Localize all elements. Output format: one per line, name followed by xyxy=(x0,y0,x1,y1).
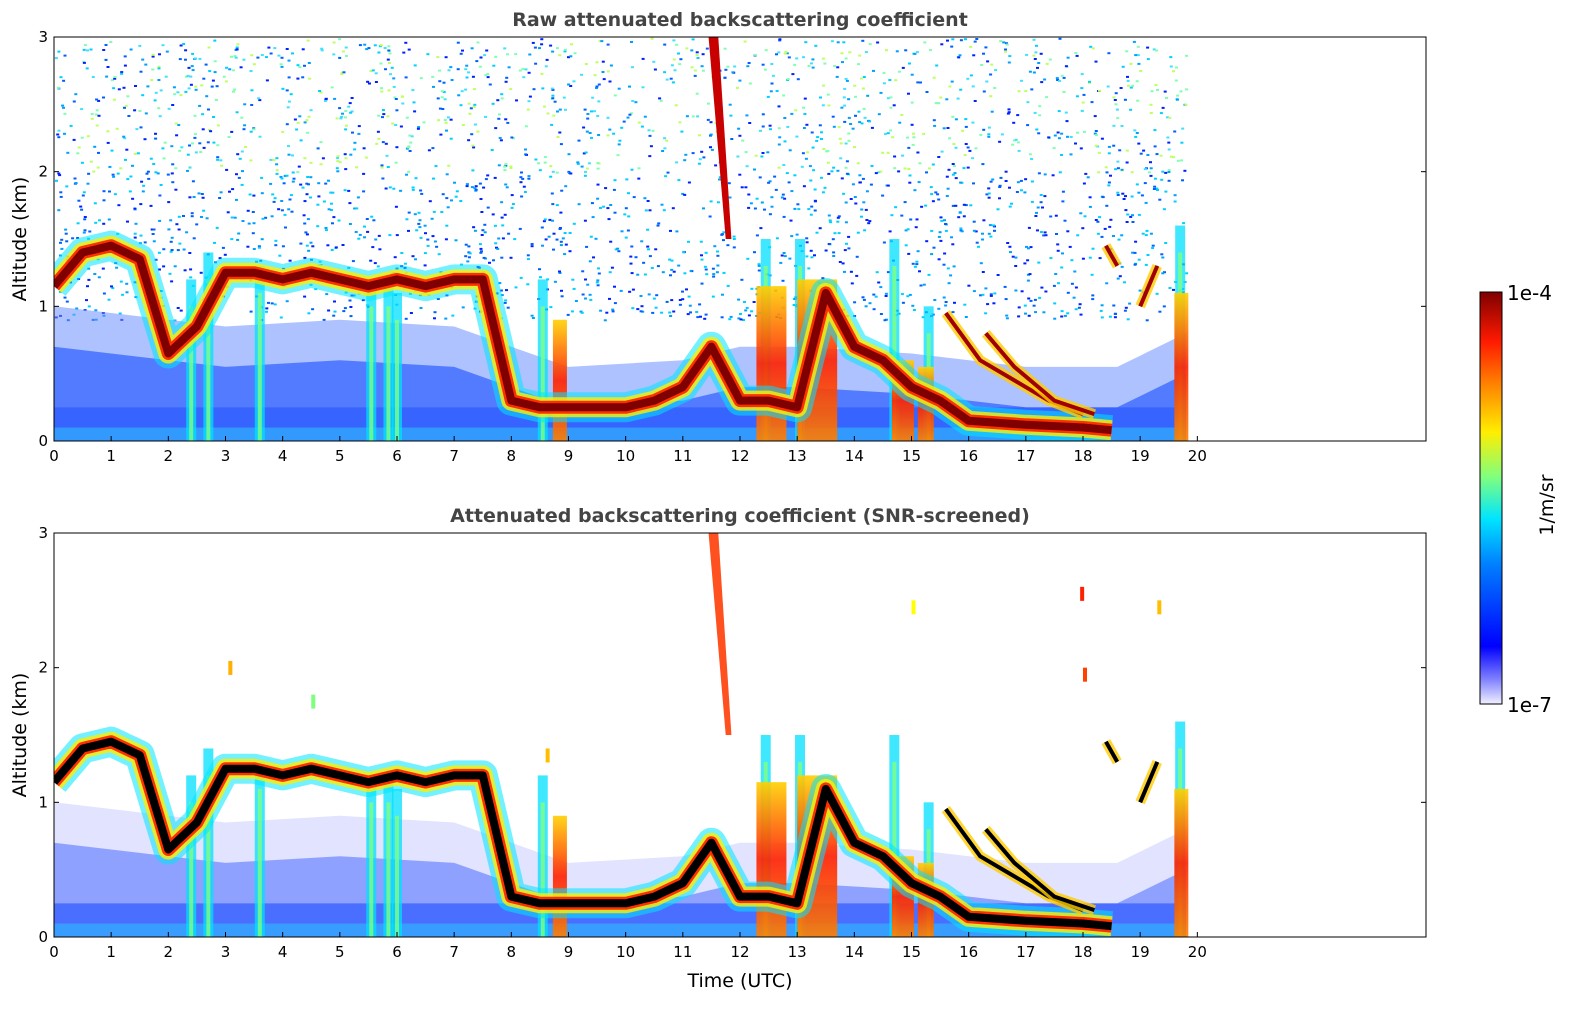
x-tick-label: 10 xyxy=(616,447,635,465)
x-tick-label: 12 xyxy=(730,943,749,961)
chart-title: Raw attenuated backscattering coefficien… xyxy=(512,9,968,31)
y-tick-label: 1 xyxy=(38,793,48,811)
x-tick-label: 0 xyxy=(49,447,59,465)
x-tick-label: 6 xyxy=(392,447,402,465)
x-tick-label: 1 xyxy=(106,447,116,465)
x-tick-label: 2 xyxy=(164,943,174,961)
x-tick-label: 3 xyxy=(221,447,231,465)
cloud-layer xyxy=(54,230,1162,441)
x-tick-label: 11 xyxy=(673,447,692,465)
y-tick-label: 0 xyxy=(38,928,48,946)
y-tick-label: 2 xyxy=(38,659,48,677)
haze-fill xyxy=(54,306,1186,408)
x-tick-label: 17 xyxy=(1016,943,1035,961)
colorbar-min-label: 1e-7 xyxy=(1507,693,1552,717)
colorbar: 1e-4 1e-7 1/m/sr xyxy=(1479,281,1558,717)
x-tick-label: 4 xyxy=(278,943,288,961)
plot-area xyxy=(54,533,1189,937)
x-tick-label: 5 xyxy=(335,447,345,465)
x-tick-label: 13 xyxy=(788,447,807,465)
x-tick-label: 0 xyxy=(49,943,59,961)
y-tick-label: 2 xyxy=(38,163,48,181)
x-tick-label: 20 xyxy=(1188,447,1207,465)
x-tick-label: 8 xyxy=(507,447,517,465)
chart-title: Attenuated backscattering coefficient (S… xyxy=(450,505,1030,527)
fall-streak xyxy=(708,37,732,239)
x-tick-label: 18 xyxy=(1073,943,1092,961)
cloud-core xyxy=(54,737,1112,931)
x-tick-label: 19 xyxy=(1131,447,1150,465)
bottom-panel: Attenuated backscattering coefficient (S… xyxy=(9,505,1427,992)
x-tick-label: 5 xyxy=(335,943,345,961)
x-axis-label: Time (UTC) xyxy=(686,970,792,992)
x-tick-label: 1 xyxy=(106,943,116,961)
cloud-layer xyxy=(54,726,1162,937)
x-tick-label: 16 xyxy=(959,447,978,465)
noise-field xyxy=(54,37,1189,322)
x-tick-label: 19 xyxy=(1131,943,1150,961)
colorbar-gradient xyxy=(1479,291,1503,705)
x-tick-label: 2 xyxy=(164,447,174,465)
x-tick-label: 4 xyxy=(278,447,288,465)
x-tick-label: 10 xyxy=(616,943,635,961)
y-tick-label: 0 xyxy=(38,432,48,450)
fall-streak xyxy=(708,533,732,735)
x-tick-label: 13 xyxy=(788,943,807,961)
x-tick-label: 17 xyxy=(1016,447,1035,465)
top-panel: Raw attenuated backscattering coefficien… xyxy=(9,9,1427,465)
x-tick-label: 14 xyxy=(845,447,864,465)
speckles xyxy=(228,586,1162,763)
x-tick-label: 15 xyxy=(902,943,921,961)
colorbar-units-label: 1/m/sr xyxy=(1536,474,1558,535)
x-tick-label: 6 xyxy=(392,943,402,961)
x-tick-label: 9 xyxy=(564,943,574,961)
haze-fill xyxy=(54,802,1186,904)
plot-area xyxy=(54,37,1189,441)
x-tick-label: 11 xyxy=(673,943,692,961)
x-tick-label: 20 xyxy=(1188,943,1207,961)
y-tick-label: 3 xyxy=(38,524,48,542)
x-tick-label: 3 xyxy=(221,943,231,961)
x-tick-label: 15 xyxy=(902,447,921,465)
y-tick-label: 3 xyxy=(38,28,48,46)
x-tick-label: 8 xyxy=(507,943,517,961)
x-tick-label: 7 xyxy=(449,943,459,961)
x-tick-label: 12 xyxy=(730,447,749,465)
colorbar-max-label: 1e-4 xyxy=(1507,281,1552,305)
x-tick-label: 9 xyxy=(564,447,574,465)
x-tick-label: 14 xyxy=(845,943,864,961)
x-tick-label: 18 xyxy=(1073,447,1092,465)
cloud-core xyxy=(54,241,1112,435)
y-axis-label: Altitude (km) xyxy=(9,177,31,302)
x-tick-label: 16 xyxy=(959,943,978,961)
y-tick-label: 1 xyxy=(38,297,48,315)
x-tick-label: 7 xyxy=(449,447,459,465)
y-axis-label: Altitude (km) xyxy=(9,673,31,798)
